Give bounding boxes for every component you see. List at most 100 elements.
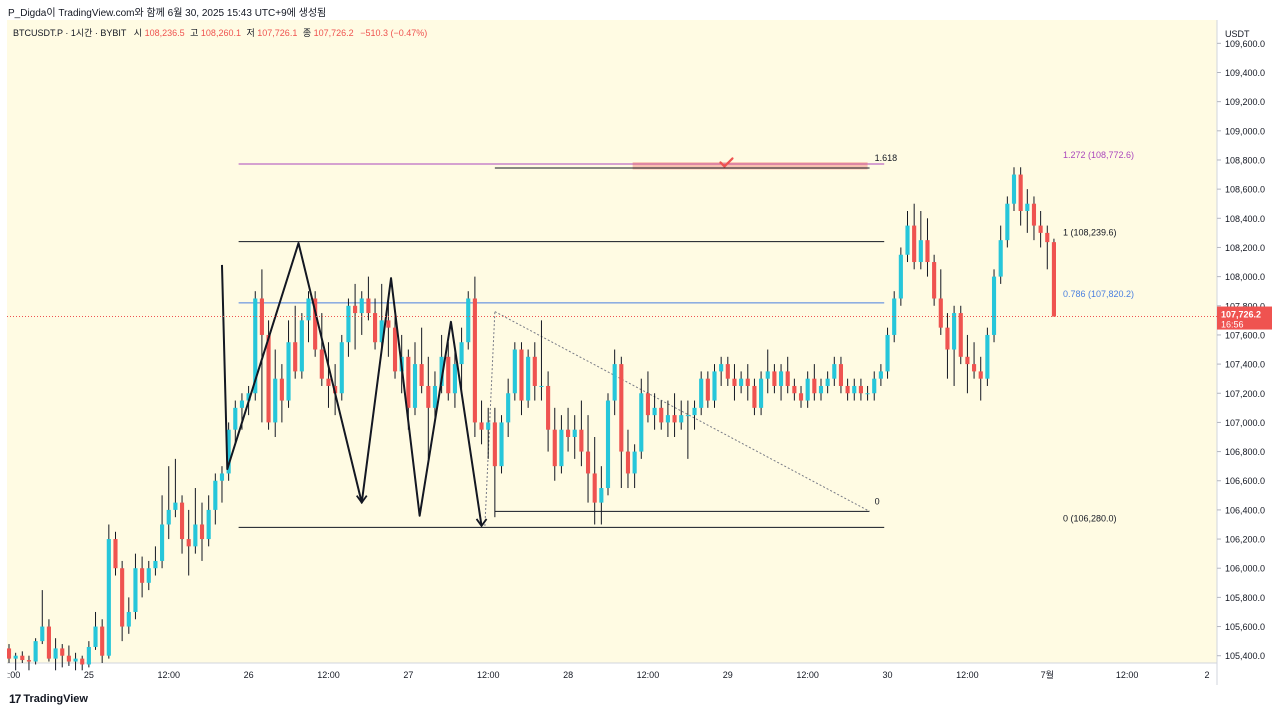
candle: [985, 327, 990, 386]
candle-body: [412, 364, 418, 408]
candle-body: [26, 660, 32, 662]
candle-body: [932, 262, 937, 299]
candle: [259, 269, 264, 423]
candle-body: [998, 240, 1003, 277]
candle: [279, 364, 284, 423]
candle: [86, 641, 91, 668]
candle-body: [199, 524, 205, 540]
time-tick-label: 2: [1205, 670, 1210, 680]
fibonacci-projection[interactable]: 1.618 0: [484, 153, 898, 526]
price-tick-label: 108,200.0: [1225, 243, 1265, 253]
candle-body: [106, 539, 111, 656]
candle-body: [845, 385, 850, 394]
candle: [193, 488, 198, 554]
candle-body: [958, 313, 963, 357]
fibonacci-retracement[interactable]: 1.272 (108,772.6) 1 (108,239.6) 0.786 (107…: [238, 150, 1134, 528]
candle-body: [699, 378, 704, 408]
candles: [7, 167, 1056, 671]
candle: [745, 364, 750, 401]
candle: [479, 400, 484, 445]
candle-body: [892, 298, 897, 335]
target-zone: [632, 162, 868, 170]
candle-body: [885, 334, 890, 372]
zigzag-pattern[interactable]: [220, 242, 488, 528]
candle-body: [685, 415, 690, 417]
candle: [53, 638, 58, 671]
price-tick-label: 108,400.0: [1225, 214, 1265, 224]
candle-body: [785, 371, 790, 386]
candle: [858, 378, 863, 401]
candle: [958, 305, 963, 365]
projection-top-label: 1.618: [875, 153, 898, 163]
candle-body: [173, 502, 178, 510]
candle-body: [672, 415, 677, 423]
price-axis-ticks: 105,400.0 105,600.0 105,800.0 106,000.0 106,…: [1217, 39, 1265, 661]
candle-body: [798, 393, 804, 401]
candle-body: [572, 429, 577, 438]
time-tick-label: 28: [563, 670, 573, 680]
candle: [299, 313, 304, 379]
candle: [499, 415, 504, 474]
candlestick-chart[interactable]: USDT 1.272 (108,772.6) 1 (108,239.6) 0.786…: [7, 20, 1272, 685]
candle: [825, 371, 830, 394]
candle-body: [499, 422, 504, 467]
time-tick-label: 26: [244, 670, 254, 680]
candle: [146, 560, 151, 591]
candle: [805, 371, 810, 408]
candle: [140, 556, 145, 598]
candle-body: [279, 378, 284, 401]
price-scale-background[interactable]: [1217, 20, 1272, 663]
candle: [905, 211, 910, 263]
candle-body: [266, 334, 271, 423]
candle-body: [732, 378, 737, 386]
tradingview-brand: TradingView: [23, 693, 88, 705]
price-tick-label: 105,800.0: [1225, 593, 1265, 603]
price-tick-label: 107,400.0: [1225, 360, 1265, 370]
candle: [13, 652, 18, 671]
candle: [46, 619, 51, 662]
candle: [199, 502, 205, 561]
tradingview-logo[interactable]: 17 TradingView: [9, 692, 88, 706]
candle-body: [605, 400, 611, 489]
candle-body: [120, 568, 125, 627]
candle: [1031, 196, 1037, 241]
candle-body: [133, 568, 138, 612]
candle: [599, 466, 604, 525]
candle: [213, 473, 218, 525]
candle: [812, 364, 817, 401]
candle: [759, 371, 764, 416]
candle-body: [652, 407, 657, 416]
candle: [1011, 167, 1017, 212]
candle-body: [140, 568, 145, 583]
candle: [885, 327, 890, 379]
candle: [206, 495, 211, 547]
candle-body: [539, 385, 544, 387]
candle: [778, 364, 784, 401]
time-tick-label: 7월: [1041, 669, 1054, 680]
candle-body: [506, 393, 511, 423]
candle-body: [186, 539, 191, 547]
candle-body: [905, 225, 910, 255]
candle: [625, 429, 631, 489]
legend-high-label: 고: [190, 28, 198, 38]
price-tick-label: 109,200.0: [1225, 97, 1265, 107]
candle: [872, 371, 877, 401]
candle-body: [1031, 203, 1037, 226]
candle: [372, 298, 378, 350]
candle: [832, 356, 837, 386]
candle: [878, 364, 883, 386]
candle-body: [805, 378, 810, 401]
candle: [459, 327, 464, 394]
candle: [26, 655, 32, 671]
candle: [446, 342, 451, 401]
candle-body: [293, 342, 298, 372]
current-price-tag: [1217, 306, 1272, 330]
candle-body: [426, 385, 431, 408]
time-scale-background[interactable]: [7, 663, 1217, 685]
candle: [60, 644, 65, 668]
candle-body: [153, 560, 158, 569]
candle-body: [306, 298, 311, 321]
currency-label: USDT: [1225, 29, 1250, 39]
candle: [572, 415, 577, 459]
candle: [965, 334, 970, 394]
